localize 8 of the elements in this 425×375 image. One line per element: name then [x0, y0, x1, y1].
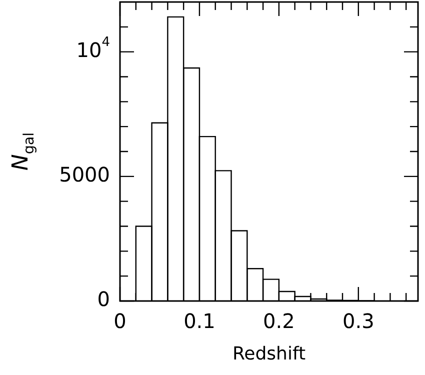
x-axis-title: Redshift — [232, 344, 306, 365]
y-tick-label: 5000 — [59, 162, 110, 187]
y-tick-label: 0 — [97, 287, 110, 312]
x-tick-label: 0.2 — [263, 309, 295, 334]
x-tick-label: 0.3 — [342, 309, 374, 334]
x-tick-label: 0 — [114, 309, 126, 334]
x-tick-label: 0.1 — [184, 309, 216, 334]
y-axis-title: Ngal — [8, 132, 38, 171]
